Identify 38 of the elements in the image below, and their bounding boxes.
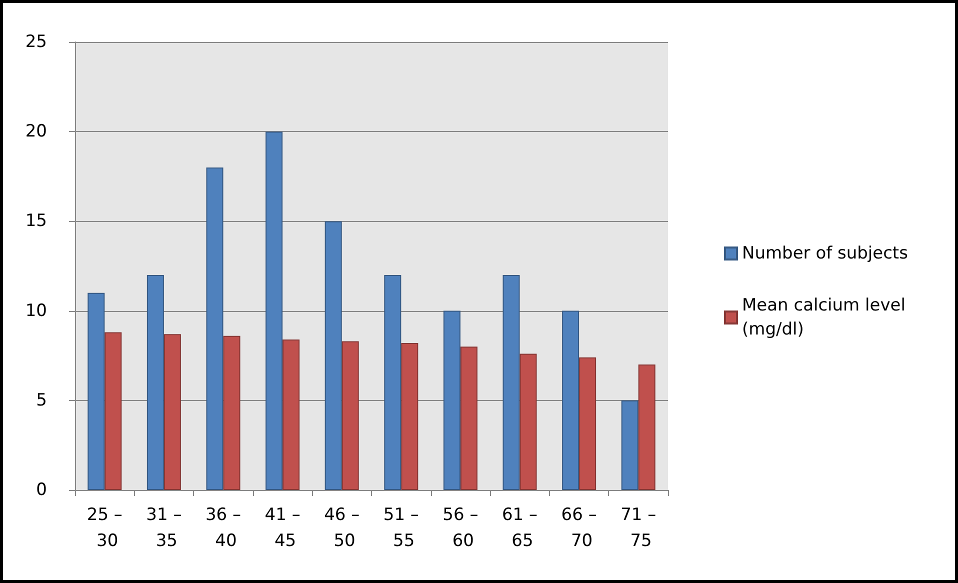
bar (579, 357, 596, 490)
x-tick-label: 56 – 60 (442, 505, 478, 551)
bar (502, 274, 520, 490)
bar (621, 400, 638, 490)
bar (146, 274, 164, 490)
y-tick-label: 15 (25, 211, 47, 232)
x-tick-label: 66 – 70 (561, 505, 597, 551)
x-tick-label: 51 – 55 (383, 505, 419, 551)
bar (104, 332, 122, 490)
bar (401, 343, 418, 490)
bar (460, 346, 478, 490)
bar (562, 310, 580, 490)
x-tick-label: 61 – 65 (502, 505, 538, 551)
bar (384, 274, 402, 490)
bar (443, 310, 460, 490)
bar (520, 354, 537, 490)
x-tick-label: 71 – 75 (620, 505, 656, 551)
bar (164, 334, 181, 490)
y-tick-label: 5 (36, 390, 47, 410)
bar (223, 336, 240, 490)
y-tick-label: 10 (25, 300, 47, 321)
bar (266, 132, 283, 490)
bar (282, 339, 300, 490)
x-tick-label: 46 – 50 (324, 505, 360, 551)
bar (88, 292, 105, 490)
x-tick-label: 41 – 45 (264, 505, 300, 551)
bar (342, 341, 359, 490)
x-tick-label: 25 – 30 (86, 505, 122, 551)
bar (206, 167, 224, 490)
y-tick-label: 0 (36, 480, 47, 500)
bar (324, 221, 342, 490)
x-tick-label: 36 – 40 (205, 505, 242, 551)
bar (638, 364, 656, 490)
y-tick-label: 20 (25, 122, 47, 142)
y-tick-label: 25 (25, 32, 47, 52)
x-tick-label: 31 – 35 (146, 505, 182, 551)
legend-label: Number of subjects (742, 244, 908, 264)
legend-label: Mean calcium level (mg/dl) (742, 296, 911, 340)
